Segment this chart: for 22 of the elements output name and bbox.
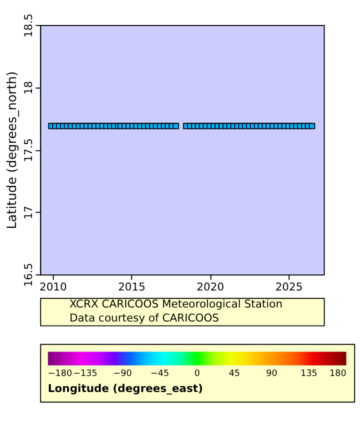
color-bar-label: −45 bbox=[150, 369, 170, 380]
x-tick-label: 2020 bbox=[196, 280, 224, 294]
x-tick-label: 2010 bbox=[39, 280, 68, 294]
color-bar-label: 90 bbox=[266, 369, 278, 380]
y-tick-label: 17.5 bbox=[22, 138, 35, 162]
y-axis-title: Latitude (degrees_north) bbox=[4, 71, 20, 230]
color-bar-label: 45 bbox=[228, 369, 240, 380]
y-tick-label: 16.5 bbox=[22, 262, 35, 287]
color-bar-label: −90 bbox=[113, 369, 132, 380]
color-bar-label: 135 bbox=[300, 369, 318, 380]
text: XCRX CARICOOS Meteorological Station bbox=[69, 298, 283, 311]
color-bar-label: −180 bbox=[48, 369, 72, 380]
y-tick-label: 17 bbox=[22, 206, 35, 220]
color-bar-label: −135 bbox=[73, 369, 98, 380]
color-bar-label: 180 bbox=[330, 369, 347, 380]
x-tick-label: 2015 bbox=[118, 280, 146, 294]
y-tick-label: 18 bbox=[22, 80, 35, 95]
x-tick-label: 2025 bbox=[275, 280, 303, 294]
color-bar-title: Longitude (degrees_east) bbox=[48, 382, 203, 395]
text: Data courtesy of CARICOOS bbox=[69, 311, 220, 324]
y-tick-label: 18.5 bbox=[22, 14, 35, 38]
color-bar-label: 0 bbox=[194, 369, 200, 380]
